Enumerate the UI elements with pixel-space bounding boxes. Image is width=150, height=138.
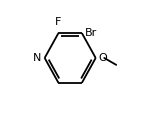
- Text: Br: Br: [85, 28, 97, 38]
- Text: O: O: [99, 53, 108, 63]
- Text: N: N: [33, 53, 41, 63]
- Text: F: F: [55, 17, 62, 27]
